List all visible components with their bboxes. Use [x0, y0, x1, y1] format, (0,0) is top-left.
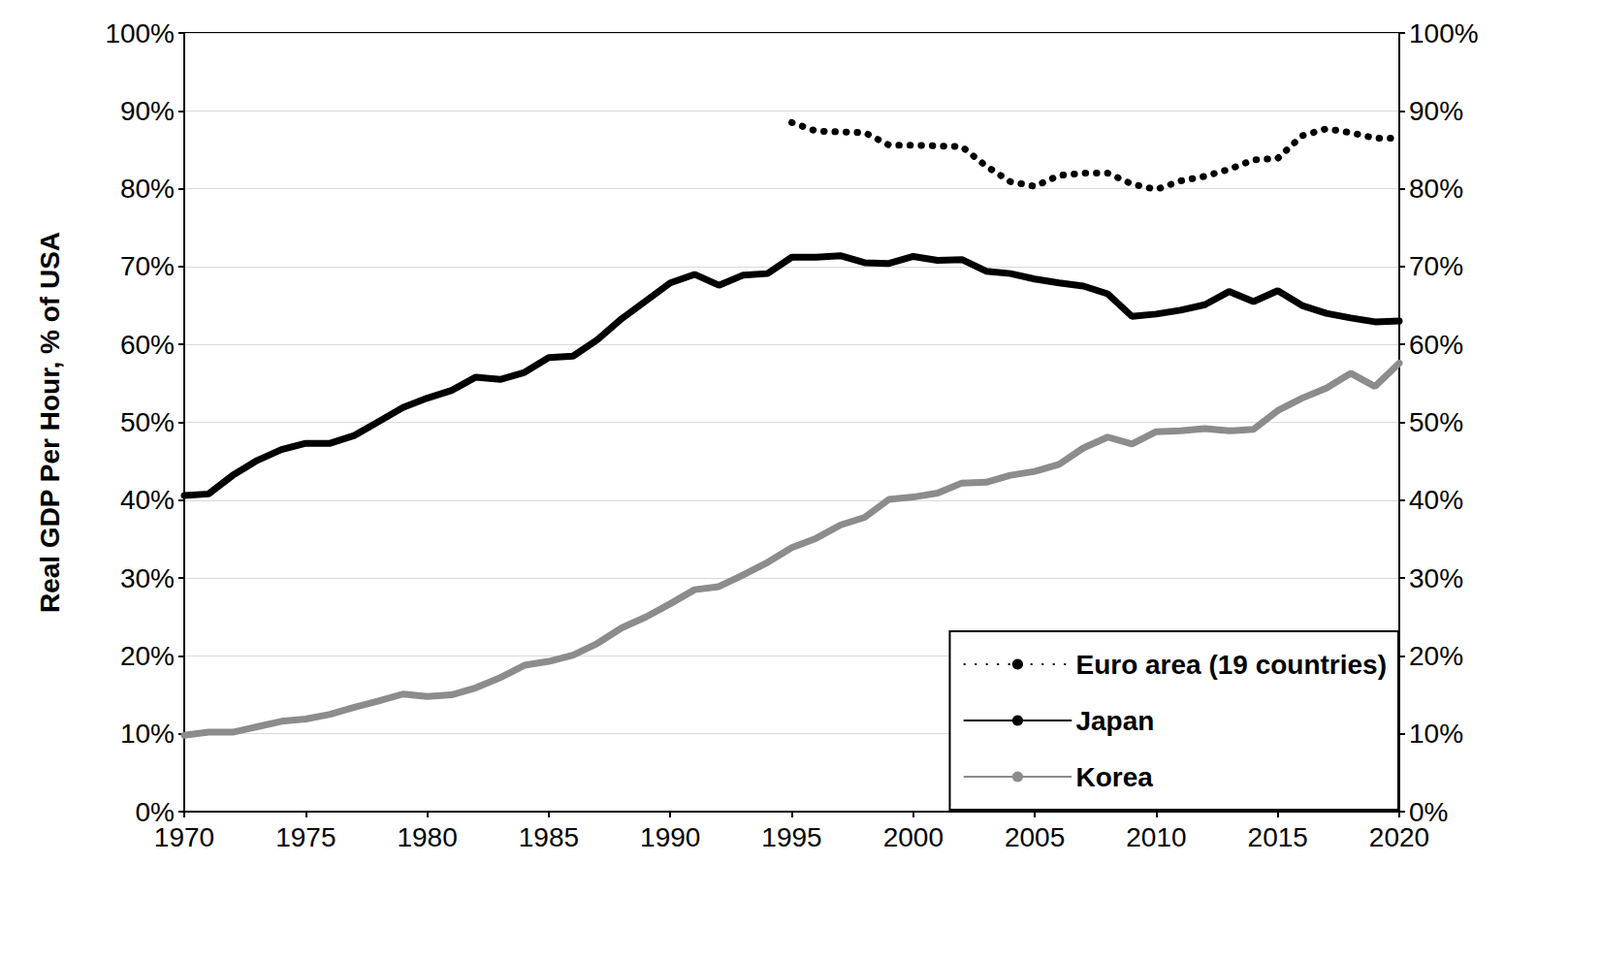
svg-text:70%: 70% — [120, 251, 175, 282]
svg-text:Korea: Korea — [1075, 762, 1153, 793]
svg-text:80%: 80% — [120, 173, 175, 204]
svg-text:90%: 90% — [1408, 96, 1464, 127]
svg-text:1985: 1985 — [518, 822, 579, 853]
svg-text:1980: 1980 — [396, 822, 457, 853]
svg-text:20%: 20% — [120, 640, 175, 672]
svg-text:30%: 30% — [120, 563, 175, 594]
svg-text:0%: 0% — [135, 796, 175, 827]
svg-text:Euro area (19 countries): Euro area (19 countries) — [1075, 649, 1387, 680]
svg-text:50%: 50% — [120, 407, 175, 438]
svg-text:100%: 100% — [1408, 18, 1479, 49]
svg-text:1990: 1990 — [640, 822, 701, 853]
svg-text:0%: 0% — [1408, 796, 1449, 827]
svg-text:100%: 100% — [104, 18, 175, 49]
svg-text:2015: 2015 — [1248, 822, 1309, 853]
svg-text:80%: 80% — [1408, 173, 1464, 204]
svg-text:40%: 40% — [120, 484, 175, 515]
svg-text:Real GDP Per Hour, % of USA: Real GDP Per Hour, % of USA — [34, 231, 65, 613]
svg-text:10%: 10% — [1408, 718, 1464, 749]
svg-text:1970: 1970 — [154, 822, 215, 853]
svg-text:60%: 60% — [1408, 329, 1464, 360]
svg-text:2020: 2020 — [1369, 822, 1430, 853]
svg-text:40%: 40% — [1408, 484, 1464, 515]
svg-text:70%: 70% — [1408, 251, 1464, 282]
svg-text:30%: 30% — [1408, 563, 1464, 594]
svg-text:2000: 2000 — [883, 822, 944, 853]
svg-text:1995: 1995 — [761, 822, 822, 853]
svg-text:2005: 2005 — [1004, 822, 1065, 853]
svg-text:10%: 10% — [120, 718, 175, 749]
svg-text:2010: 2010 — [1125, 822, 1186, 853]
svg-text:Japan: Japan — [1075, 705, 1154, 736]
svg-text:20%: 20% — [1408, 640, 1464, 672]
svg-text:1975: 1975 — [275, 822, 336, 853]
svg-text:90%: 90% — [120, 96, 175, 127]
svg-text:60%: 60% — [120, 329, 175, 360]
svg-text:50%: 50% — [1408, 407, 1464, 438]
